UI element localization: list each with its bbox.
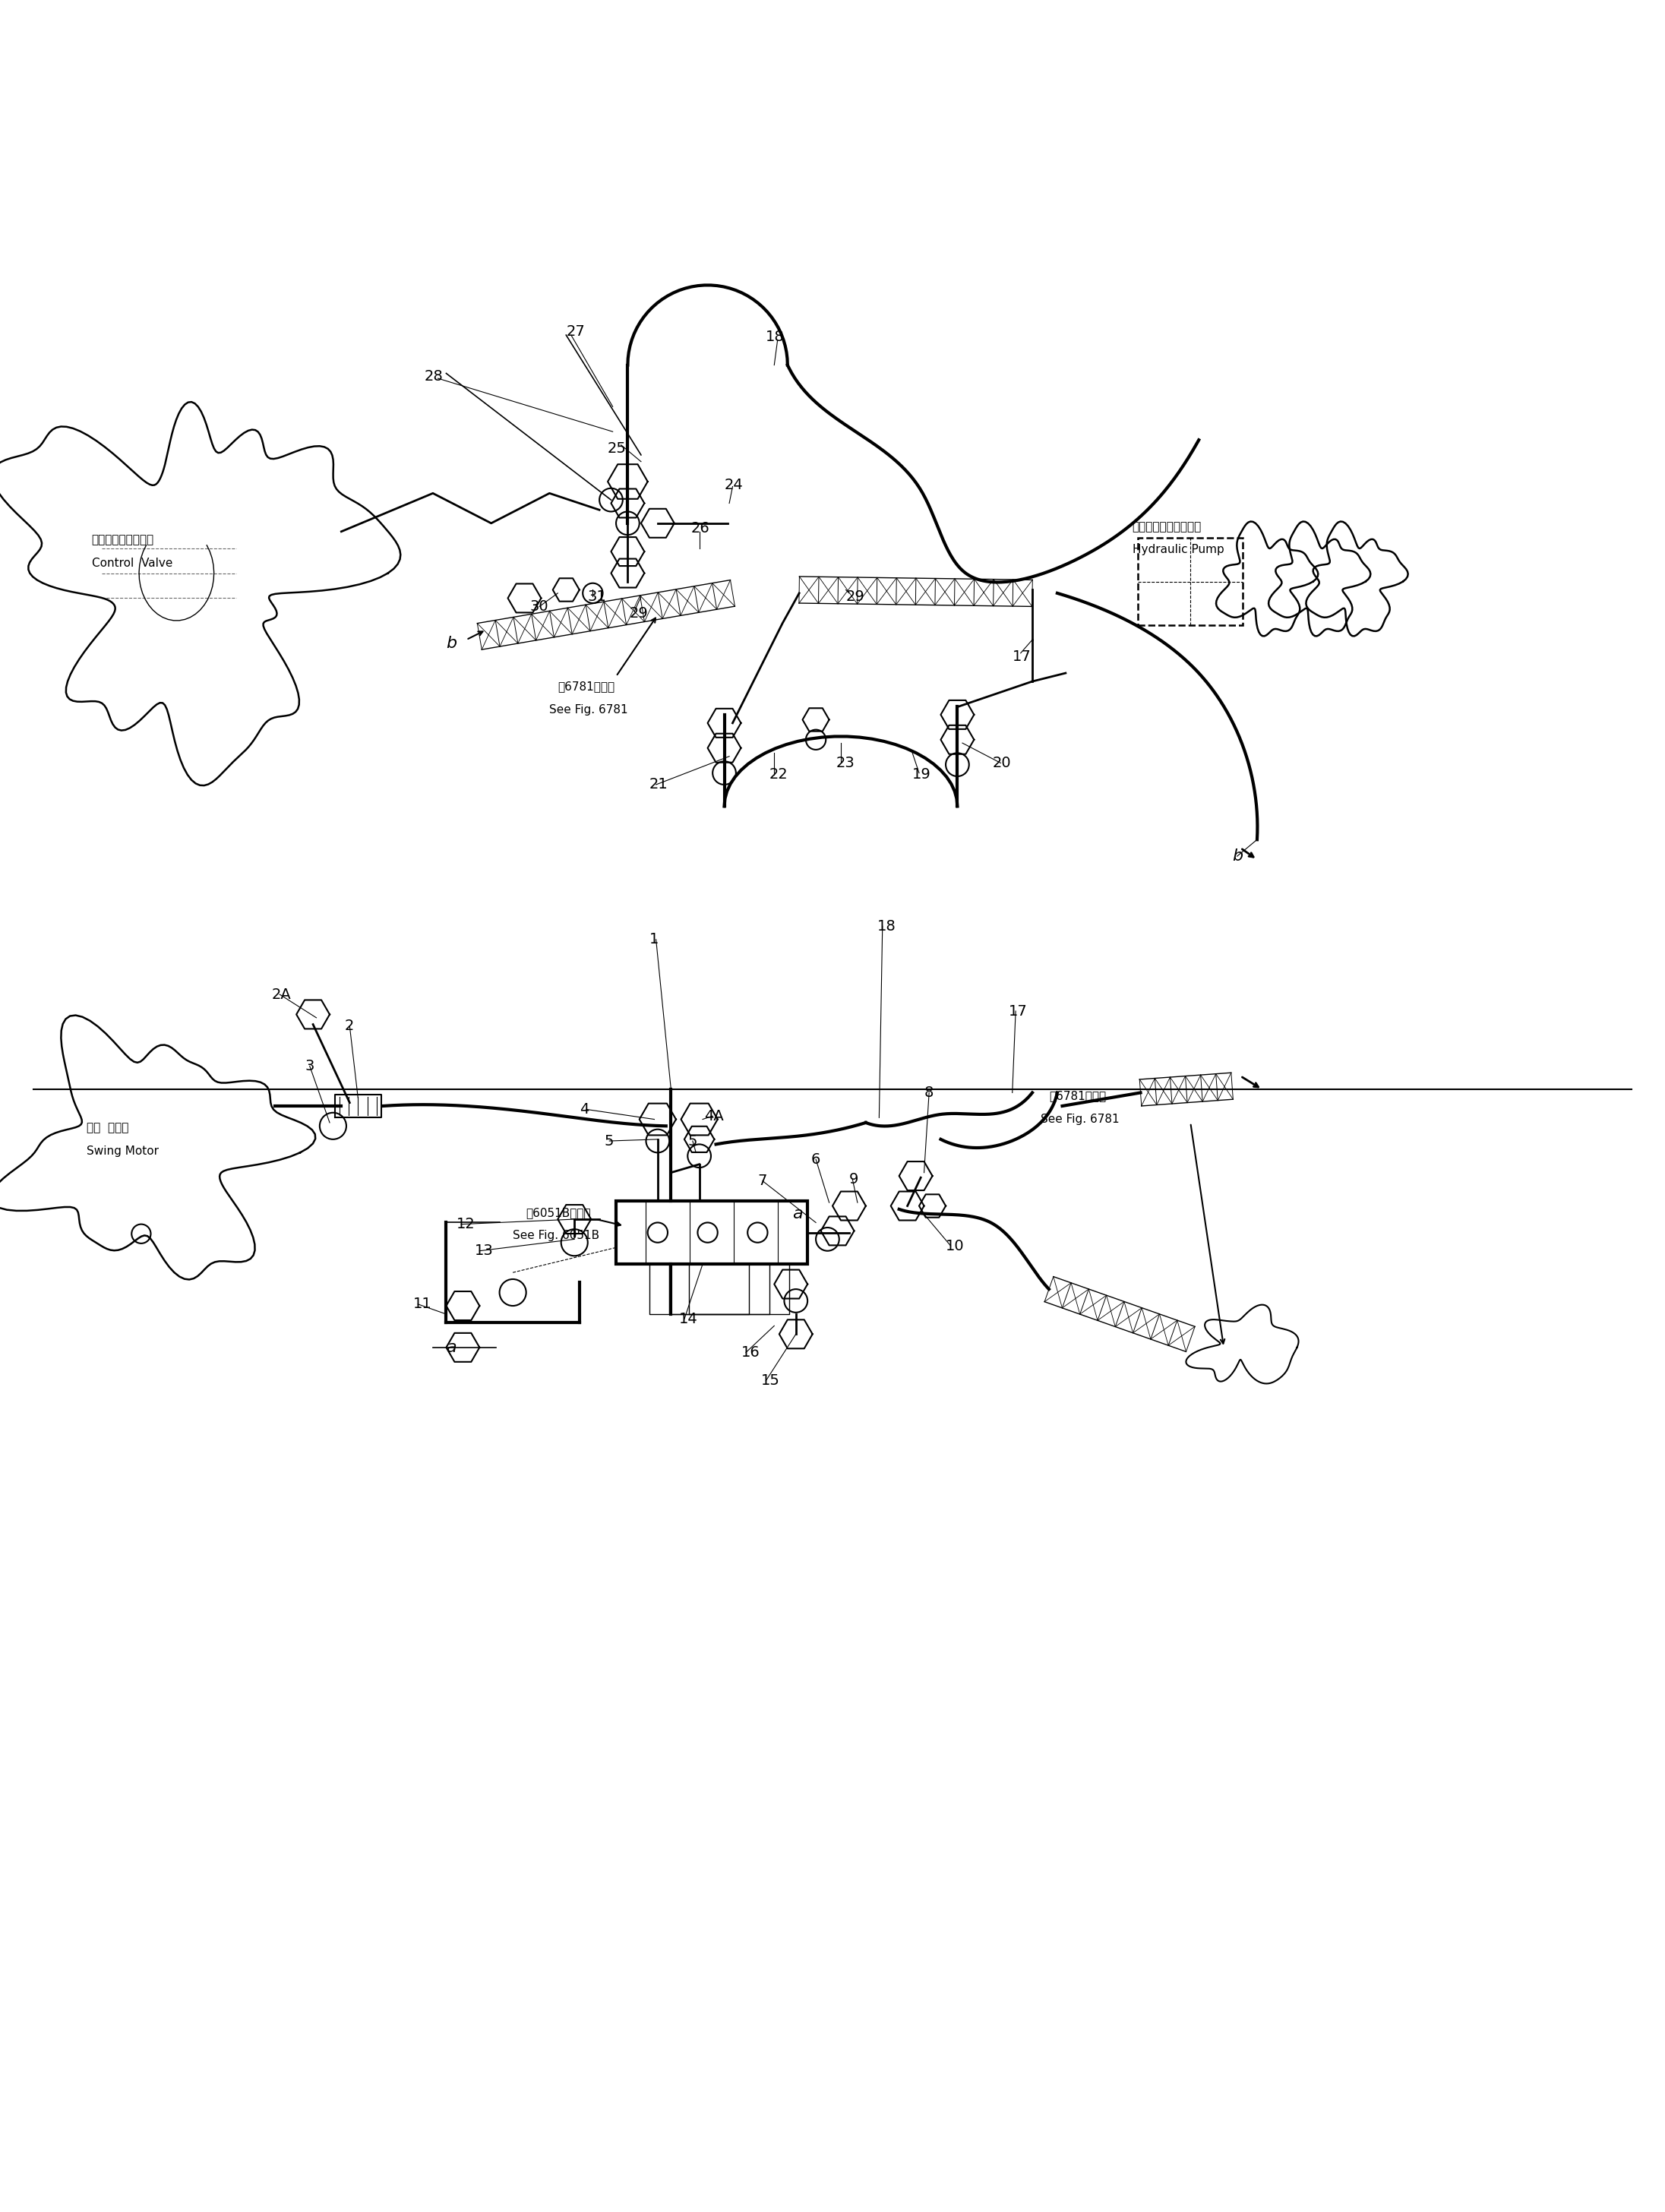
Text: 5: 5 [688,1135,698,1148]
Text: 16: 16 [741,1345,759,1360]
Bar [1139,538,1242,626]
Text: 14: 14 [679,1312,698,1327]
Text: 18: 18 [877,918,896,933]
Text: 第6051B図参照: 第6051B図参照 [526,1208,591,1219]
Text: 6: 6 [811,1152,821,1166]
Text: See Fig. 6781: See Fig. 6781 [1041,1113,1119,1126]
Text: 11: 11 [413,1296,431,1312]
Bar [616,1201,808,1265]
Text: b: b [1232,849,1242,865]
Text: 30: 30 [529,599,548,613]
Text: 9: 9 [849,1172,859,1186]
Text: Swing Motor: Swing Motor [87,1146,158,1157]
Text: 3: 3 [305,1060,315,1073]
Text: 22: 22 [769,768,788,781]
Text: 26: 26 [691,522,709,535]
Text: 31: 31 [588,588,606,604]
Text: 13: 13 [475,1243,493,1259]
Text: 21: 21 [649,776,668,792]
Text: 19: 19 [912,768,931,781]
Text: 12: 12 [456,1217,475,1232]
Text: See Fig. 6051B: See Fig. 6051B [513,1230,599,1241]
Text: 1: 1 [649,931,659,947]
Text: 28: 28 [425,369,443,385]
Text: 旋回  モータ: 旋回 モータ [87,1121,128,1133]
Text: ハイドロリックポンプ: ハイドロリックポンプ [1132,520,1202,533]
Text: a: a [793,1206,803,1221]
Text: 4A: 4A [704,1108,724,1124]
Text: 15: 15 [761,1374,779,1387]
Text: 29: 29 [629,606,648,619]
Text: 18: 18 [766,330,784,343]
Text: 4: 4 [579,1102,589,1117]
Text: 第6781図参照: 第6781図参照 [1049,1091,1106,1102]
Text: a: a [446,1340,456,1356]
Text: 第6781図参照: 第6781図参照 [558,681,614,692]
Text: 27: 27 [566,325,584,338]
Text: 2A: 2A [271,987,291,1002]
Text: See Fig. 6781: See Fig. 6781 [549,703,628,714]
Text: 17: 17 [1012,648,1031,664]
Text: b: b [446,635,456,650]
Text: 20: 20 [992,757,1011,770]
Text: 17: 17 [1009,1004,1027,1018]
Text: 29: 29 [846,588,864,604]
Text: コントロールバルブ: コントロールバルブ [92,533,153,546]
Text: Control  Valve: Control Valve [92,557,173,568]
Text: 25: 25 [608,440,626,456]
Text: 10: 10 [946,1239,964,1252]
Text: Hydraulic Pump: Hydraulic Pump [1132,544,1224,555]
Text: 2: 2 [345,1020,355,1033]
Text: 5: 5 [604,1135,614,1148]
Text: 8: 8 [924,1086,934,1099]
Text: 23: 23 [836,757,854,770]
Text: 24: 24 [724,478,743,491]
Text: 7: 7 [758,1175,768,1188]
